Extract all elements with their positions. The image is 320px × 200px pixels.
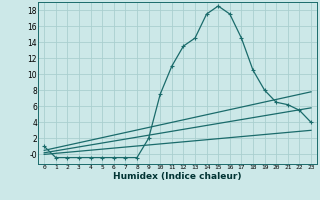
- X-axis label: Humidex (Indice chaleur): Humidex (Indice chaleur): [113, 172, 242, 181]
